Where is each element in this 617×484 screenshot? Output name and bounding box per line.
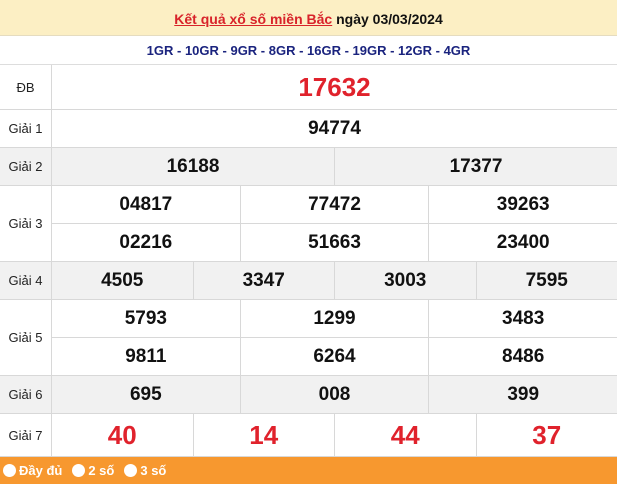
prize-label: Giải 2 xyxy=(0,148,52,185)
prize-number: 6264 xyxy=(239,338,429,375)
prize-number: 39263 xyxy=(428,186,617,223)
prize-number: 37 xyxy=(475,414,617,456)
prize-row: Giải 7 40 14 44 37 xyxy=(0,414,617,457)
prize-number: 16188 xyxy=(166,155,220,177)
display-options: Đầy đủ 2 số 3 số xyxy=(0,457,617,484)
prize-label: ĐB xyxy=(0,65,52,109)
prize-number: 51663 xyxy=(239,224,429,261)
prize-number: 399 xyxy=(428,376,617,413)
prize-row: Giải 1 94774 xyxy=(0,110,617,148)
option-label: 2 số xyxy=(88,463,115,478)
prize-number: 02216 xyxy=(119,231,173,253)
results-header: Kết quả xổ số miền Bắc ngày 03/03/2024 xyxy=(0,0,617,36)
prize-number: 14 xyxy=(192,414,335,456)
prize-number: 1299 xyxy=(239,300,429,337)
prize-number: 3003 xyxy=(334,262,476,299)
prize-number: 695 xyxy=(129,383,162,405)
prize-number: 77472 xyxy=(239,186,429,223)
prize-row: Giải 3 04817 77472 39263 02216 51663 23400 xyxy=(0,186,617,262)
prize-number: 8486 xyxy=(428,338,617,375)
radio-icon[interactable] xyxy=(3,464,16,477)
prize-number: 4505 xyxy=(101,269,144,291)
prize-row: Giải 5 5793 1299 3483 9811 6264 8486 xyxy=(0,300,617,376)
ticket-codes: 1GR - 10GR - 9GR - 8GR - 16GR - 19GR - 1… xyxy=(0,36,617,65)
prize-label: Giải 5 xyxy=(0,300,52,375)
prize-number: 23400 xyxy=(428,224,617,261)
results-table: ĐB 17632 Giải 1 94774 Giải 2 16188 17377 Giải 3… xyxy=(0,65,617,457)
prize-number: 5793 xyxy=(124,307,167,329)
prize-number: 17632 xyxy=(298,71,371,102)
option-full[interactable]: Đầy đủ xyxy=(3,463,62,478)
prize-label: Giải 6 xyxy=(0,376,52,413)
prize-number: 04817 xyxy=(119,193,173,215)
prize-row: Giải 6 695 008 399 xyxy=(0,376,617,414)
results-date: ngày 03/03/2024 xyxy=(336,11,443,27)
prize-number: 44 xyxy=(334,414,476,456)
radio-icon[interactable] xyxy=(124,464,138,477)
prize-number: 9811 xyxy=(125,345,167,367)
option-2-digits[interactable]: 2 số xyxy=(72,463,114,478)
prize-number: 17377 xyxy=(334,148,617,185)
prize-number: 40 xyxy=(107,419,137,450)
prize-number: 3483 xyxy=(428,300,617,337)
option-3-digits[interactable]: 3 số xyxy=(124,463,166,478)
prize-number: 94774 xyxy=(308,117,361,139)
option-label: 3 số xyxy=(140,463,167,478)
option-label: Đầy đủ xyxy=(19,463,63,478)
prize-number: 3347 xyxy=(192,262,335,299)
prize-label: Giải 4 xyxy=(0,262,52,299)
prize-label: Giải 1 xyxy=(0,110,52,147)
prize-row: ĐB 17632 xyxy=(0,65,617,110)
prize-label: Giải 3 xyxy=(0,186,52,261)
prize-number: 008 xyxy=(239,376,429,413)
radio-icon[interactable] xyxy=(72,464,86,477)
results-title-link[interactable]: Kết quả xổ số miền Bắc xyxy=(174,11,333,27)
prize-number: 7595 xyxy=(475,262,617,299)
prize-row: Giải 2 16188 17377 xyxy=(0,148,617,186)
prize-row: Giải 4 4505 3347 3003 7595 xyxy=(0,262,617,300)
prize-label: Giải 7 xyxy=(0,414,52,456)
